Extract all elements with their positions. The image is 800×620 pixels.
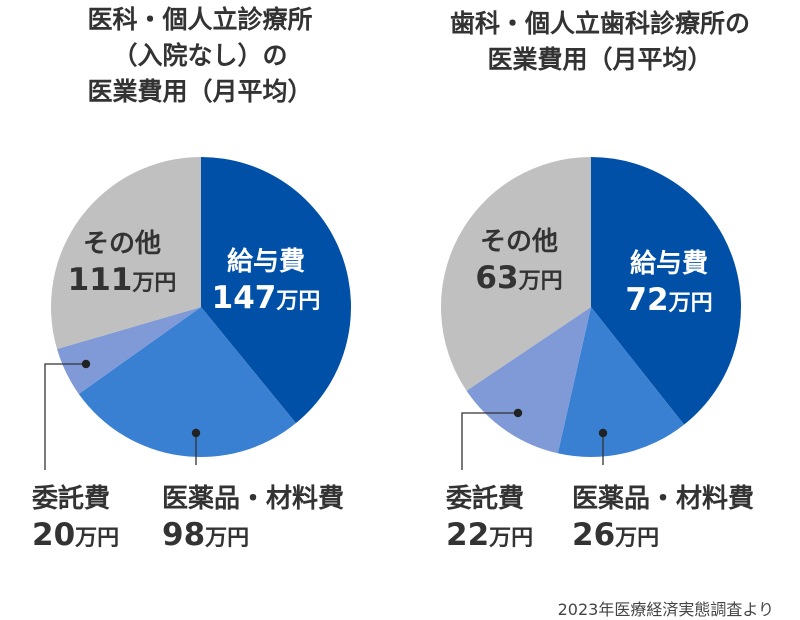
slice-label-name: 医薬品・材料費 xyxy=(572,484,754,514)
leader-line xyxy=(44,363,86,470)
title-line: 歯科・個人立歯科診療所の xyxy=(449,9,750,38)
source-footnote: 2023年医療経済実態調査より xyxy=(557,600,774,619)
leader-dot xyxy=(191,428,201,438)
slice-label-value: 63万円 xyxy=(475,260,562,296)
slice-label-name: 委託費 xyxy=(32,483,110,514)
leader-line xyxy=(461,412,518,470)
slice-label-name: 医薬品・材料費 xyxy=(162,484,344,514)
slice-label-value: 26万円 xyxy=(572,517,659,553)
chart-title-medical: 医科・個人立診療所 （入院なし）の 医業費用（月平均） xyxy=(0,2,400,110)
pie-slice-outsourcing xyxy=(466,307,591,454)
slice-label-value: 20万円 xyxy=(32,517,119,553)
slice-label-value: 111万円 xyxy=(68,262,177,298)
slice-label-name: 給与費 xyxy=(630,248,708,279)
pie-slice-salary xyxy=(591,157,742,425)
slice-label-value: 72万円 xyxy=(625,282,712,318)
slice-label-name: 給与費 xyxy=(227,246,305,277)
pie-slice-drugs-materials xyxy=(557,307,685,457)
pie-slice-salary xyxy=(201,157,351,424)
pie-slice-outsourcing xyxy=(57,307,201,394)
slice-label-name: 委託費 xyxy=(446,483,524,514)
title-line: 医業費用（月平均） xyxy=(87,77,313,106)
title-line: （入院なし）の xyxy=(112,41,288,70)
slice-label-name: その他 xyxy=(480,227,558,257)
leader-dot xyxy=(81,359,91,369)
title-line: 医科・個人立診療所 xyxy=(87,5,313,34)
pie-slice-other xyxy=(50,157,202,350)
pie-slice-drugs-materials xyxy=(78,307,296,457)
slice-label-value: 98万円 xyxy=(162,517,249,553)
chart-title-dental: 歯科・個人立歯科診療所の 医業費用（月平均） xyxy=(400,6,800,78)
pie-slice-other xyxy=(441,157,591,391)
leader-dot xyxy=(513,408,523,418)
title-line: 医業費用（月平均） xyxy=(487,45,713,74)
slice-label-value: 147万円 xyxy=(212,280,321,316)
slice-label-value: 22万円 xyxy=(446,517,533,553)
slice-label-name: その他 xyxy=(83,229,161,259)
leader-dot xyxy=(598,428,608,438)
